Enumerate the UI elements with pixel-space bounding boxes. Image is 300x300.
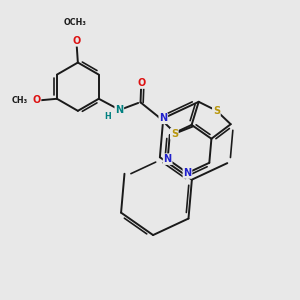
Text: O: O (32, 95, 40, 105)
Text: N: N (115, 105, 123, 115)
Text: N: N (164, 154, 172, 164)
Text: S: S (171, 129, 178, 139)
Text: O: O (137, 78, 145, 88)
Text: S: S (213, 106, 220, 116)
Text: N: N (183, 168, 191, 178)
Text: N: N (159, 113, 167, 123)
Text: O: O (72, 36, 80, 46)
Text: OCH₃: OCH₃ (64, 18, 86, 27)
Text: CH₃: CH₃ (11, 96, 28, 105)
Text: H: H (105, 112, 112, 121)
